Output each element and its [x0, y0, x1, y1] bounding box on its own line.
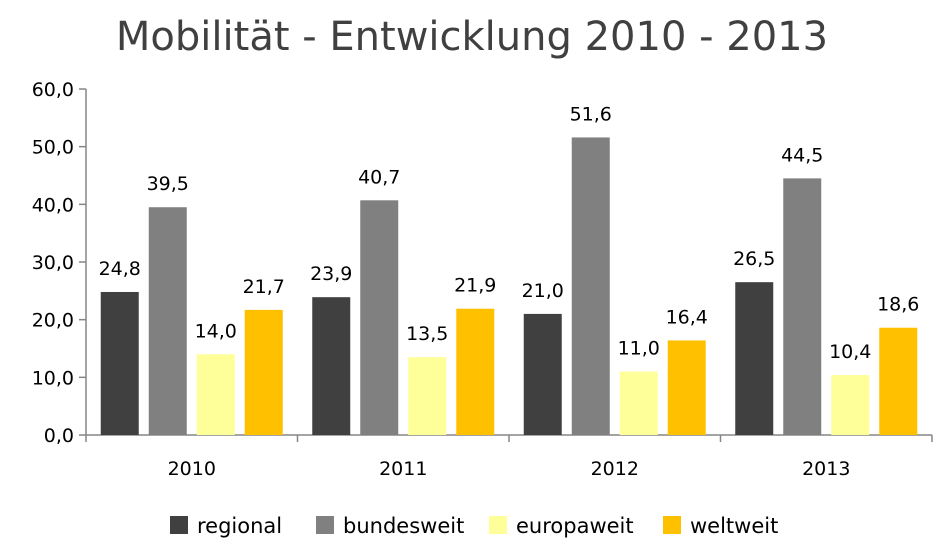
- bar-weltweit-2010: [244, 309, 283, 435]
- data-label: 21,9: [454, 275, 496, 297]
- bar-regional-2013: [735, 282, 774, 435]
- data-label: 21,0: [522, 280, 564, 302]
- x-tick-label: 2013: [802, 458, 850, 480]
- y-tick-label: 50,0: [32, 137, 74, 159]
- x-tick-label: 2012: [591, 458, 639, 480]
- data-labels: 24,8 39,5 14,0 21,7 23,9 40,7 13,5 21,9 21,0 51,6…: [99, 103, 920, 363]
- legend-swatch-bundesweit: [316, 516, 334, 534]
- bar-bundesweit-2010: [148, 207, 187, 435]
- data-label: 14,0: [195, 320, 237, 342]
- y-tick-label: 0,0: [44, 425, 74, 447]
- data-label: 40,7: [358, 166, 400, 188]
- y-tick-label: 60,0: [32, 79, 74, 101]
- legend-swatch-regional: [170, 516, 188, 534]
- legend-label-europaweit: europaweit: [516, 514, 634, 538]
- data-label: 18,6: [877, 294, 919, 316]
- legend-swatch-weltweit: [663, 516, 681, 534]
- x-tick-label: 2010: [168, 458, 216, 480]
- y-tick-label: 10,0: [32, 367, 74, 389]
- data-label: 10,4: [829, 341, 871, 363]
- bar-europaweit-2011: [408, 357, 447, 435]
- data-label: 11,0: [618, 338, 660, 360]
- bar-regional-2012: [523, 313, 562, 435]
- y-tick-label: 30,0: [32, 252, 74, 274]
- data-label: 51,6: [570, 103, 612, 125]
- bar-regional-2010: [100, 291, 139, 435]
- bar-bundesweit-2013: [783, 178, 822, 435]
- bar-bundesweit-2012: [571, 137, 610, 435]
- bar-europaweit-2013: [831, 375, 870, 435]
- legend-swatch-europaweit: [489, 516, 507, 534]
- bar-weltweit-2013: [879, 327, 918, 435]
- data-label: 24,8: [99, 258, 141, 280]
- data-label: 44,5: [781, 144, 823, 166]
- axes: 0,0 10,0 20,0 30,0 40,0 50,0 60,0 2010 2011 2012 2…: [32, 79, 933, 480]
- data-label: 21,7: [243, 276, 285, 298]
- data-label: 26,5: [733, 248, 775, 270]
- bar-regional-2011: [312, 297, 351, 435]
- bar-bundesweit-2011: [360, 200, 399, 435]
- legend-label-weltweit: weltweit: [690, 514, 778, 538]
- legend-label-regional: regional: [197, 514, 282, 538]
- data-label: 39,5: [147, 173, 189, 195]
- x-tick-label: 2011: [379, 458, 427, 480]
- data-label: 16,4: [666, 306, 708, 328]
- bars: [100, 137, 918, 435]
- y-tick-label: 20,0: [32, 310, 74, 332]
- legend-label-bundesweit: bundesweit: [343, 514, 464, 538]
- chart-title: Mobilität - Entwicklung 2010 - 2013: [116, 14, 828, 60]
- bar-europaweit-2012: [619, 371, 658, 435]
- y-tick-label: 40,0: [32, 194, 74, 216]
- data-label: 13,5: [406, 323, 448, 345]
- legend: regional bundesweit europaweit weltweit: [170, 514, 778, 538]
- bar-weltweit-2011: [456, 308, 495, 435]
- bar-weltweit-2012: [667, 340, 706, 435]
- bar-europaweit-2010: [196, 354, 235, 435]
- data-label: 23,9: [310, 263, 352, 285]
